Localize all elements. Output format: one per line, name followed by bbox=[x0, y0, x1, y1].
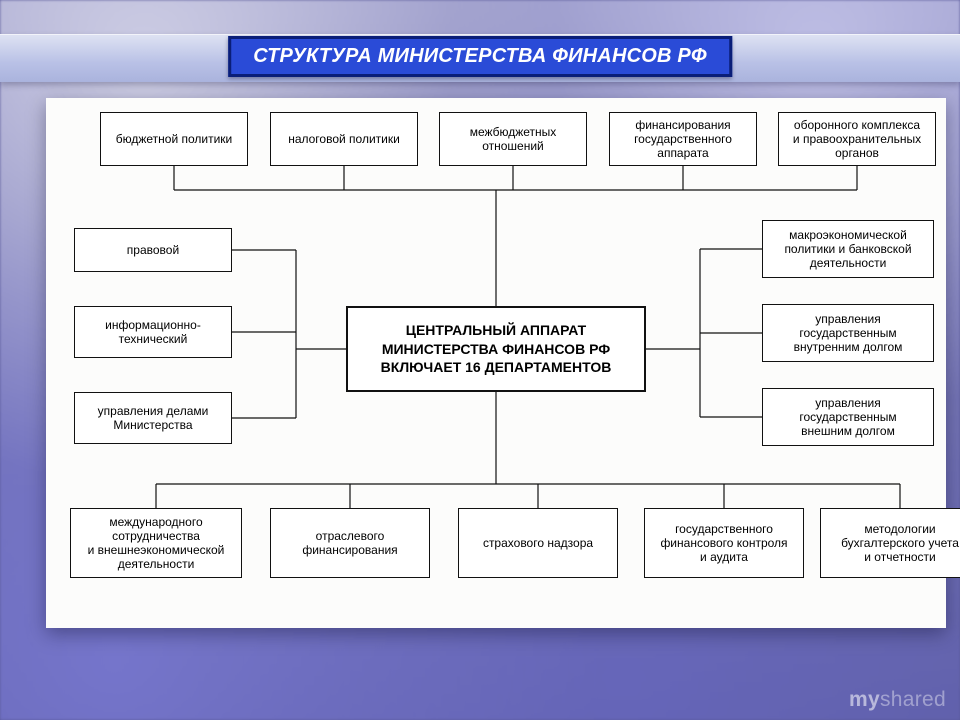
bottom-node-1: отраслевогофинансирования bbox=[270, 508, 430, 578]
top-node-4: оборонного комплексаи правоохранительных… bbox=[778, 112, 936, 166]
left-node-0: правовой bbox=[74, 228, 232, 272]
diagram-paper: ЦЕНТРАЛЬНЫЙ АППАРАТМИНИСТЕРСТВА ФИНАНСОВ… bbox=[46, 98, 946, 628]
right-node-2: управлениягосударственнымвнешним долгом bbox=[762, 388, 934, 446]
left-node-1: информационно-технический bbox=[74, 306, 232, 358]
top-node-2: межбюджетныхотношений bbox=[439, 112, 587, 166]
right-node-0: макроэкономическойполитики и банковскойд… bbox=[762, 220, 934, 278]
page-title: СТРУКТУРА МИНИСТЕРСТВА ФИНАНСОВ РФ bbox=[228, 36, 732, 77]
top-node-1: налоговой политики bbox=[270, 112, 418, 166]
bottom-node-0: международногосотрудничестваи внешнеэкон… bbox=[70, 508, 242, 578]
bottom-node-3: государственногофинансового контроляи ау… bbox=[644, 508, 804, 578]
right-node-1: управлениягосударственнымвнутренним долг… bbox=[762, 304, 934, 362]
bottom-node-2: страхового надзора bbox=[458, 508, 618, 578]
bottom-node-4: методологиибухгалтерского учетаи отчетно… bbox=[820, 508, 960, 578]
left-node-2: управления деламиМинистерства bbox=[74, 392, 232, 444]
top-node-3: финансированиягосударственногоаппарата bbox=[609, 112, 757, 166]
top-node-0: бюджетной политики bbox=[100, 112, 248, 166]
center-node: ЦЕНТРАЛЬНЫЙ АППАРАТМИНИСТЕРСТВА ФИНАНСОВ… bbox=[346, 306, 646, 392]
